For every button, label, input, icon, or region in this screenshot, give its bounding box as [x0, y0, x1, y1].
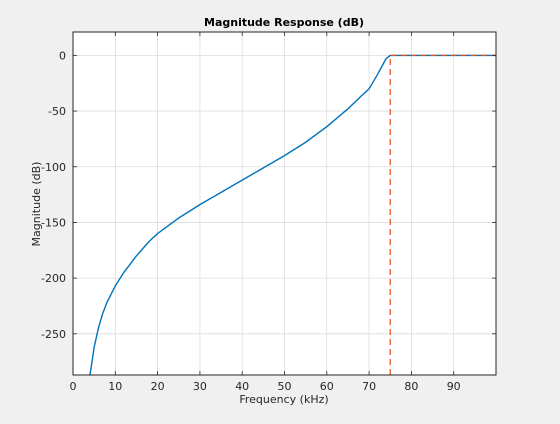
y-tick-label: -50: [48, 105, 66, 118]
x-tick-label: 60: [320, 380, 334, 393]
y-axis-label: Magnitude (dB): [30, 162, 43, 247]
series-layer: [89, 54, 496, 376]
x-tick-label: 30: [193, 380, 207, 393]
mask-dashed-line: [389, 54, 496, 375]
y-tick-label: -200: [41, 272, 66, 285]
ticks: 0 10 20 30 40 50 60 70 80 90 0 -50 -100 -150 -200 -250: [41, 32, 496, 393]
y-tick-label: -250: [41, 328, 66, 341]
x-tick-label: 0: [70, 380, 77, 393]
x-tick-label: 40: [235, 380, 249, 393]
magnitude-line: [89, 54, 496, 376]
x-tick-label: 90: [447, 380, 461, 393]
y-tick-label: -100: [41, 161, 66, 174]
x-tick-label: 70: [362, 380, 376, 393]
x-tick-label: 10: [108, 380, 122, 393]
x-tick-label: 80: [404, 380, 418, 393]
x-axis-label: Frequency (kHz): [239, 393, 328, 406]
chart-title: Magnitude Response (dB): [204, 16, 364, 29]
x-tick-label: 50: [278, 380, 292, 393]
y-tick-label: -150: [41, 216, 66, 229]
y-tick-label: 0: [59, 49, 66, 62]
x-tick-label: 20: [151, 380, 165, 393]
